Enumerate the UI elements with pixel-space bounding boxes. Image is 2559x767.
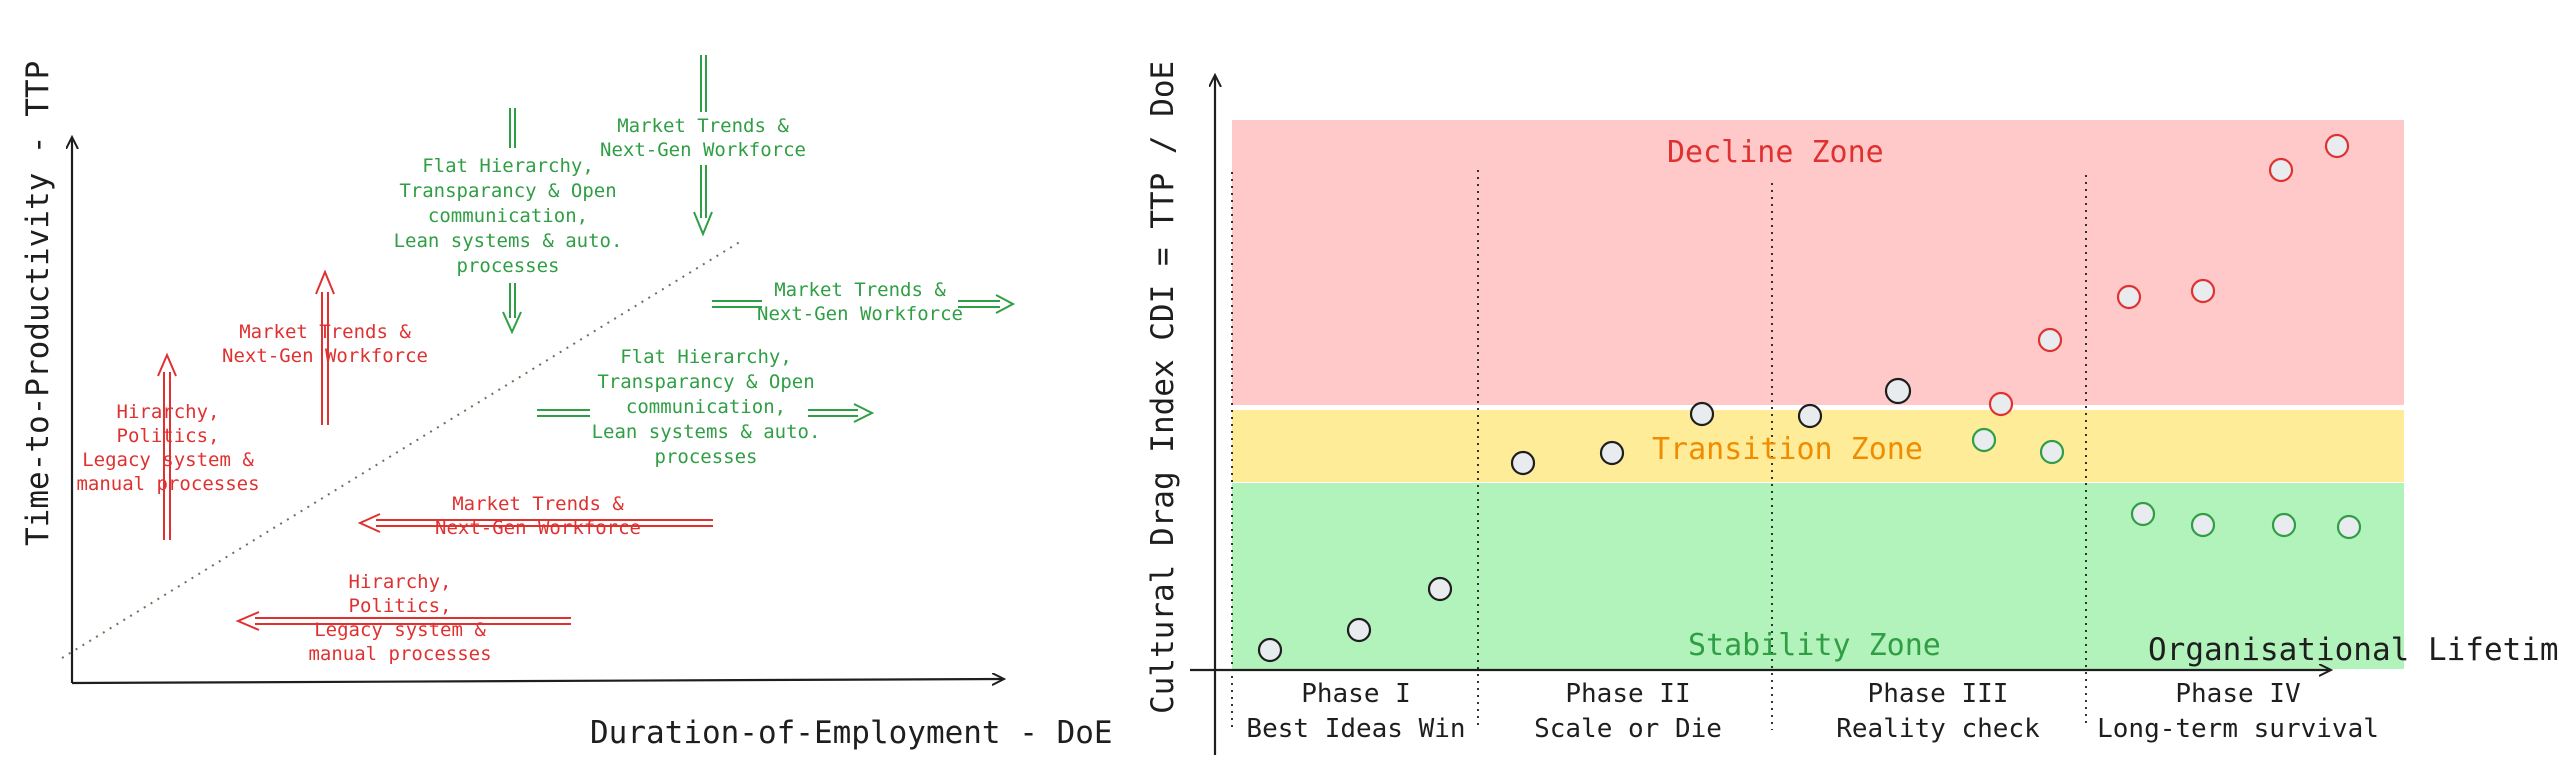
label-line: Hirarchy, [349,571,452,593]
label-line: Flat Hierarchy, [422,155,594,177]
label-line: Next-Gen Workforce [600,139,806,161]
right-x-axis-title: Organisational Lifetime [2148,632,2559,668]
marker-red [2324,133,2350,159]
label-green-right: Market Trends & Next-Gen Workforce [757,279,963,325]
green-arrow-right-top [712,294,1016,314]
label-line: Transparancy & Open [399,180,616,202]
right-diagram: Decline Zone Transition Zone Stability Z… [1145,61,2559,755]
red-arrow-up-left [157,352,177,540]
label-line: Market Trends & [774,279,946,301]
label-line: Flat Hierarchy, [620,346,792,368]
label-line: Lean systems & auto. [592,421,821,443]
cdi-markers [1257,133,2362,663]
label-line: Transparancy & Open [597,371,814,393]
label-line: manual processes [76,473,259,495]
green-arrow-down-right [693,55,713,237]
decline-zone [1232,120,2404,405]
label-red-upper-left: Hirarchy, Politics, Legacy system & manual … [76,401,259,495]
red-arrow-up-mid [315,269,335,425]
label-red-upper-mid: Market Trends & Next-Gen Workforce [222,321,428,367]
zone-label-decline: Decline Zone [1667,135,1884,170]
left-x-axis [71,679,1003,683]
label-line: Market Trends & [239,321,411,343]
phase-1-subtitle: Best Ideas Win [1246,714,1465,744]
marker-red [2037,327,2063,353]
label-line: Next-Gen Workforce [757,303,963,325]
marker-neutral [1599,440,1625,466]
left-diagonal-divider [61,239,744,659]
marker-neutral [1510,450,1536,476]
label-green-mid: Flat Hierarchy, Transparancy & Open commun… [592,346,821,468]
phase-2-title: Phase II [1565,679,1690,709]
label-line: manual processes [308,643,491,665]
marker-green [2271,512,2297,538]
label-line: processes [655,446,758,468]
left-y-axis-title: Time-to-Productivity - TTP [20,61,56,546]
red-arrow-left-mid [357,513,713,533]
marker-red [2116,284,2142,310]
zone-label-stability: Stability Zone [1688,628,1941,663]
label-line: Next-Gen Workforce [222,345,428,367]
left-x-axis-title: Duration-of-Employment - DoE [590,715,1113,751]
green-arrow-down-left [502,108,522,335]
marker-neutral [1884,377,1912,405]
phase-2-subtitle: Scale or Die [1534,714,1722,744]
label-line: Next-Gen Workforce [435,517,641,539]
marker-red [2268,157,2294,183]
marker-green [2130,501,2156,527]
label-line: Legacy system & [82,449,254,471]
label-line: Politics, [117,425,220,447]
green-arrow-right-mid [537,403,875,423]
label-green-top-left: Flat Hierarchy, Transparancy & Open commun… [394,155,623,277]
label-line: Hirarchy, [117,401,220,423]
phase-4-subtitle: Long-term survival [2097,714,2379,744]
marker-green [2039,439,2065,465]
label-line: communication, [428,205,588,227]
label-line: processes [457,255,560,277]
marker-neutral [1427,576,1453,602]
marker-neutral [1346,617,1372,643]
red-arrow-left-bottom [235,611,571,631]
marker-green [2336,514,2362,540]
phase-labels: Phase I Best Ideas Win Phase II Scale or… [1246,679,2378,744]
label-red-lower-mid: Market Trends & Next-Gen Workforce [435,493,641,539]
label-line: Legacy system & [314,619,486,641]
marker-red [2190,278,2216,304]
right-y-axis-title: Cultural Drag Index CDI = TTP / DoE [1145,61,1181,714]
phase-1-title: Phase I [1301,679,1411,709]
left-diagram-labels: Hirarchy, Politics, Legacy system & manual … [76,115,962,665]
label-line: Politics, [349,595,452,617]
label-line: Lean systems & auto. [394,230,623,252]
marker-green [2190,512,2216,538]
phase-4-title: Phase IV [2175,679,2300,709]
label-line: communication, [626,396,786,418]
label-green-top-right: Market Trends & Next-Gen Workforce [600,115,806,161]
label-line: Market Trends & [452,493,624,515]
zone-label-transition: Transition Zone [1652,432,1923,467]
marker-neutral [1797,403,1823,429]
marker-red [1988,391,2014,417]
phase-3-subtitle: Reality check [1836,714,2040,744]
left-diagram: Time-to-Productivity - TTP Duration-of-E… [20,55,1113,751]
label-line: Market Trends & [617,115,789,137]
marker-green [1971,427,1997,453]
label-red-bottom: Hirarchy, Politics, Legacy system & manual … [308,571,491,665]
phase-3-title: Phase III [1868,679,2009,709]
marker-neutral [1689,401,1715,427]
stability-zone [1232,483,2404,669]
marker-neutral [1257,637,1283,663]
